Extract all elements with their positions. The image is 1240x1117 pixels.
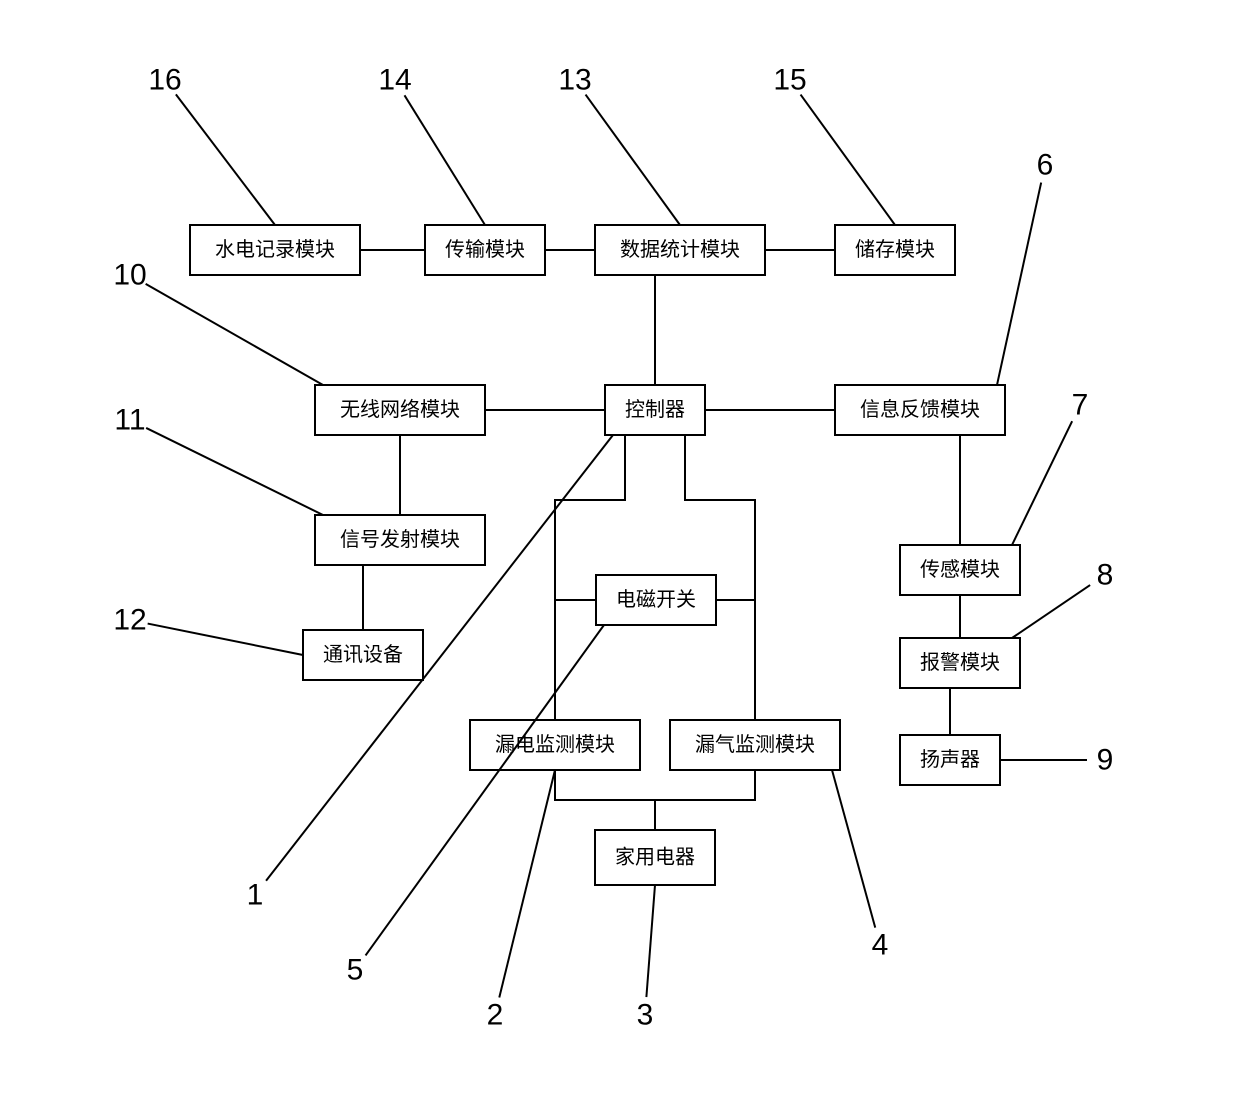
leader-line [1012, 421, 1072, 545]
block-label-n13: 数据统计模块 [620, 238, 740, 261]
leader-line [146, 284, 323, 385]
callout-4: 4 [872, 929, 889, 962]
block-label-n3: 家用电器 [615, 846, 695, 869]
callout-9: 9 [1097, 744, 1114, 777]
callout-5: 5 [347, 954, 364, 987]
block-label-n12: 通讯设备 [323, 643, 403, 666]
leader-line [801, 95, 895, 225]
callout-7: 7 [1072, 389, 1089, 422]
block-diagram: 水电记录模块 传输模块 数据统计模块 储存模块无线网络模块 控制器 信息反馈模块信号发射模… [0, 0, 1240, 1117]
block-label-n4: 漏气监测模块 [695, 733, 815, 756]
leader-line [832, 770, 875, 928]
block-label-n8: 报警模块 [920, 651, 1000, 674]
callout-3: 3 [637, 999, 654, 1032]
leader-line [146, 428, 323, 515]
leader-line [1012, 585, 1090, 638]
block-label-n16: 水电记录模块 [215, 238, 335, 261]
block-label-n5: 电磁开关 [616, 588, 696, 611]
callout-12: 12 [113, 604, 146, 637]
block-label-n6: 信息反馈模块 [860, 398, 980, 421]
block-label-n10: 无线网络模块 [340, 398, 460, 421]
callout-1: 1 [247, 879, 264, 912]
block-label-n15: 储存模块 [855, 238, 935, 261]
callout-10: 10 [113, 259, 146, 292]
leader-line [404, 95, 485, 225]
leader-line [148, 624, 303, 655]
callout-13: 13 [558, 64, 591, 97]
callout-16: 16 [148, 64, 181, 97]
callout-2: 2 [487, 999, 504, 1032]
connector [555, 770, 655, 830]
leader-line [997, 183, 1041, 385]
block-label-n14: 传输模块 [445, 238, 525, 261]
block-label-n9: 扬声器 [920, 748, 980, 771]
callout-11: 11 [114, 404, 145, 437]
block-label-n7: 传感模块 [920, 558, 1000, 581]
leader-line [176, 94, 275, 225]
callout-15: 15 [773, 64, 806, 97]
callout-14: 14 [378, 64, 411, 97]
block-label-n1: 控制器 [625, 398, 685, 421]
leader-line [586, 95, 680, 225]
callout-6: 6 [1037, 149, 1054, 182]
leader-line [499, 770, 555, 998]
callout-8: 8 [1097, 559, 1114, 592]
connector [655, 770, 755, 800]
block-label-n11: 信号发射模块 [340, 528, 460, 551]
leader-line [646, 885, 655, 997]
